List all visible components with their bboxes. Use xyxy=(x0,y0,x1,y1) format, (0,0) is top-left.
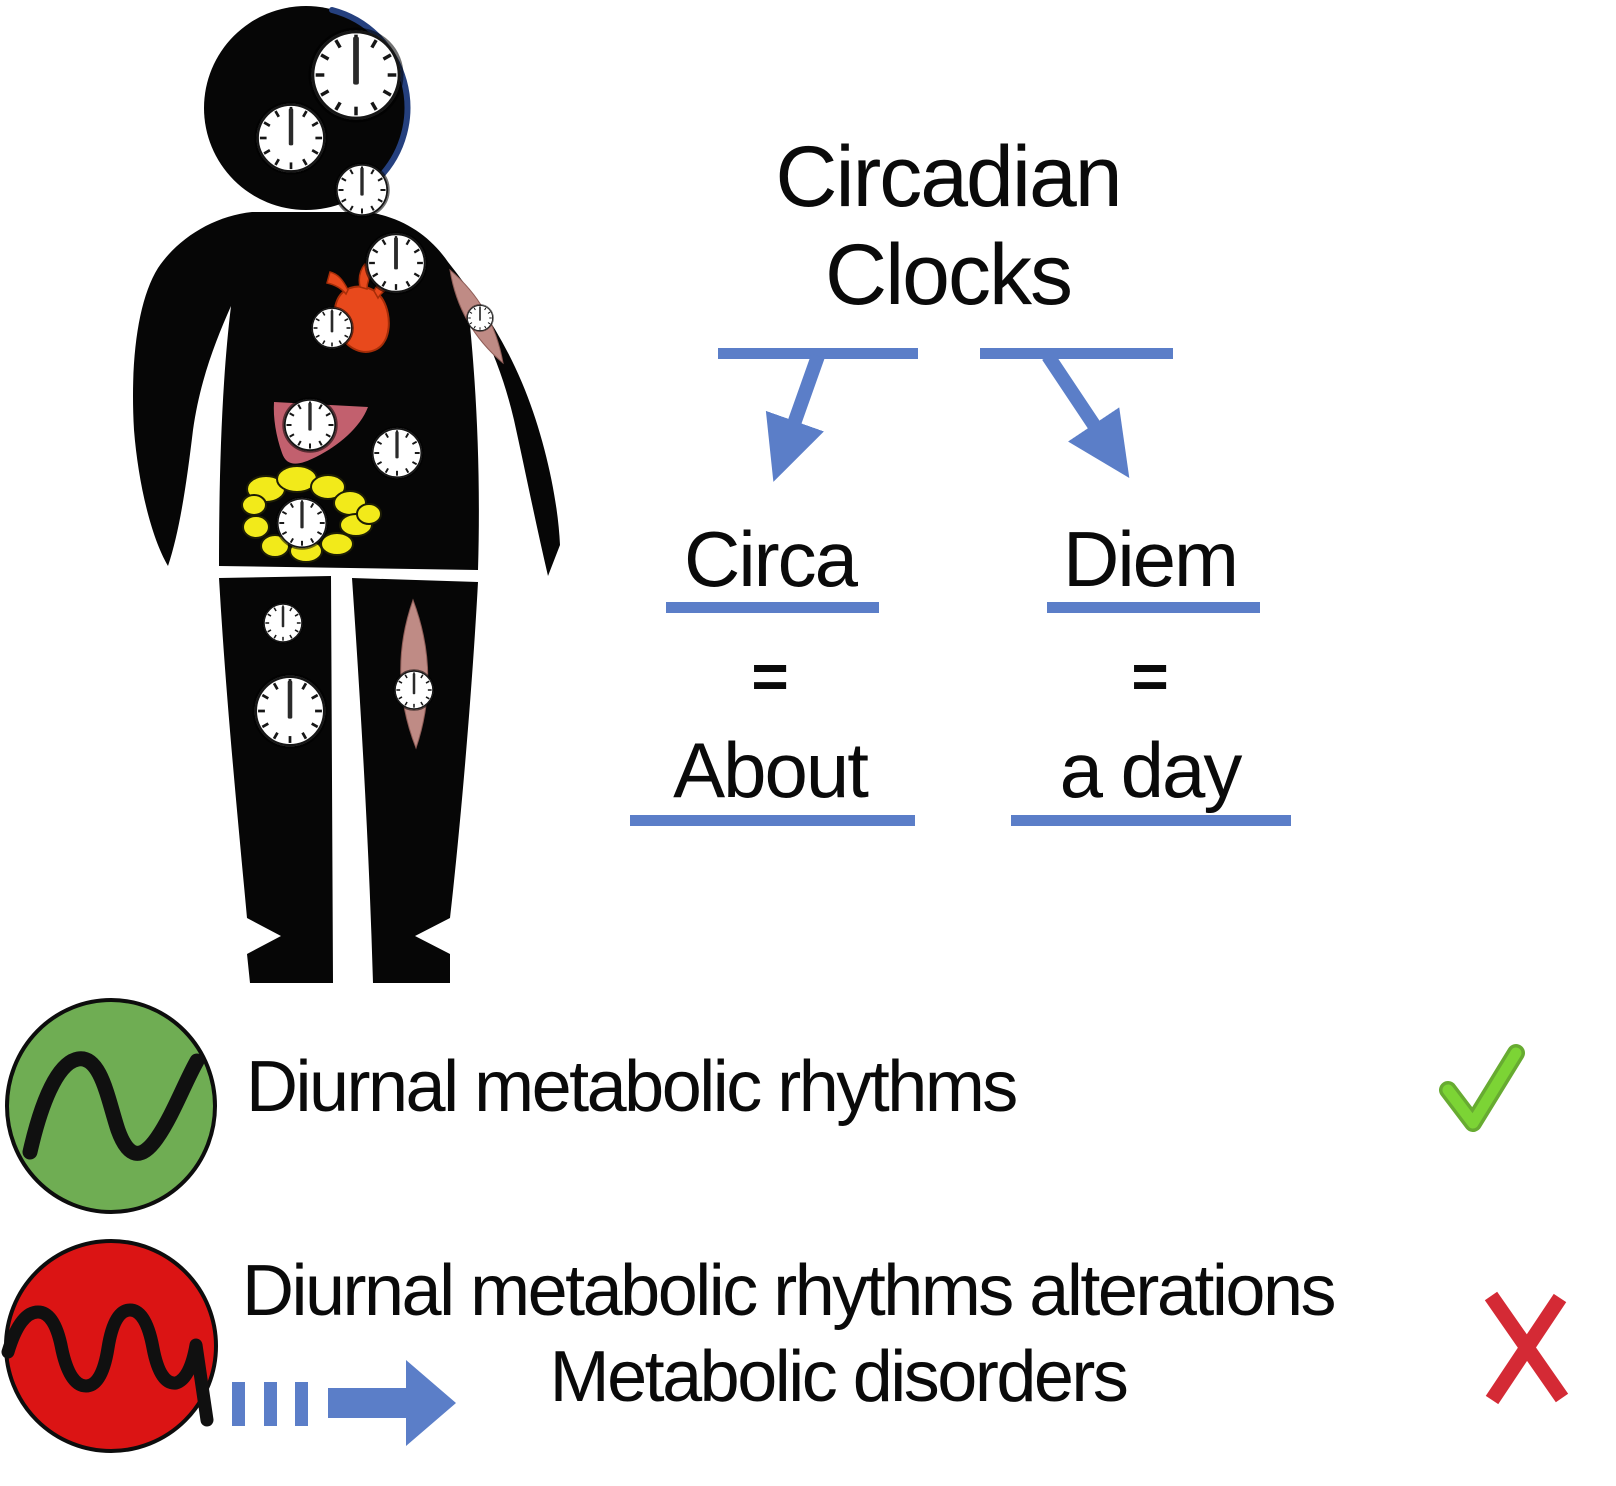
clock-icon xyxy=(254,101,328,175)
diem-underline xyxy=(1047,602,1260,613)
clock-icon xyxy=(308,27,404,123)
circa-term: Circa xyxy=(683,515,858,603)
title-line-2: Clocks xyxy=(824,227,1073,323)
torso-and-arms xyxy=(133,212,560,576)
etymology-underlines xyxy=(630,602,1291,826)
a-day-underline xyxy=(1011,815,1291,826)
arrow-to-diem xyxy=(1042,352,1130,478)
title-underline-left xyxy=(718,348,918,359)
right-leg xyxy=(352,578,478,983)
clock-icon xyxy=(275,496,329,550)
diem-equals: = xyxy=(1131,640,1169,712)
title-line-1: Circadian xyxy=(775,129,1122,225)
human-silhouette xyxy=(133,6,560,983)
circa-underline xyxy=(666,602,879,613)
clock-icon xyxy=(393,669,435,711)
irregular-wave-icon xyxy=(1,1303,214,1427)
altered-rhythm-label-line2: Metabolic disorders xyxy=(549,1337,1129,1417)
title-underline-right xyxy=(980,348,1173,359)
clock-icon xyxy=(310,306,354,350)
circa-meaning: About xyxy=(673,726,869,814)
arrow-to-circa xyxy=(765,353,825,482)
altered-rhythm-label-line1: Diurnal metabolic rhythms alterations xyxy=(242,1251,1336,1331)
clock-icon xyxy=(252,673,328,749)
cross-icon xyxy=(1484,1291,1569,1405)
clock-icon xyxy=(370,426,424,480)
clock-icon xyxy=(262,602,304,644)
dashed-right-arrow-icon xyxy=(232,1360,456,1446)
status-marks xyxy=(1439,1044,1569,1405)
page-title: Circadian Clocks xyxy=(648,128,1248,324)
head-shadow-arc xyxy=(329,7,411,182)
sine-wave-icon xyxy=(22,1051,205,1161)
normal-rhythm-badge xyxy=(5,998,217,1214)
normal-rhythm-label: Diurnal metabolic rhythms xyxy=(246,1047,1018,1127)
pancreas-icon xyxy=(241,465,382,563)
about-underline xyxy=(630,815,915,826)
clock-icon xyxy=(282,397,338,453)
diem-meaning: a day xyxy=(1059,726,1243,814)
diem-term: Diem xyxy=(1062,515,1239,603)
branch-arrows xyxy=(718,348,1173,482)
check-icon xyxy=(1442,1047,1522,1129)
clock-icon xyxy=(334,162,390,218)
circa-equals: = xyxy=(751,640,789,712)
altered-rhythm-badge xyxy=(1,1239,456,1453)
clock-icon xyxy=(466,304,494,332)
clock-icon xyxy=(364,231,428,295)
